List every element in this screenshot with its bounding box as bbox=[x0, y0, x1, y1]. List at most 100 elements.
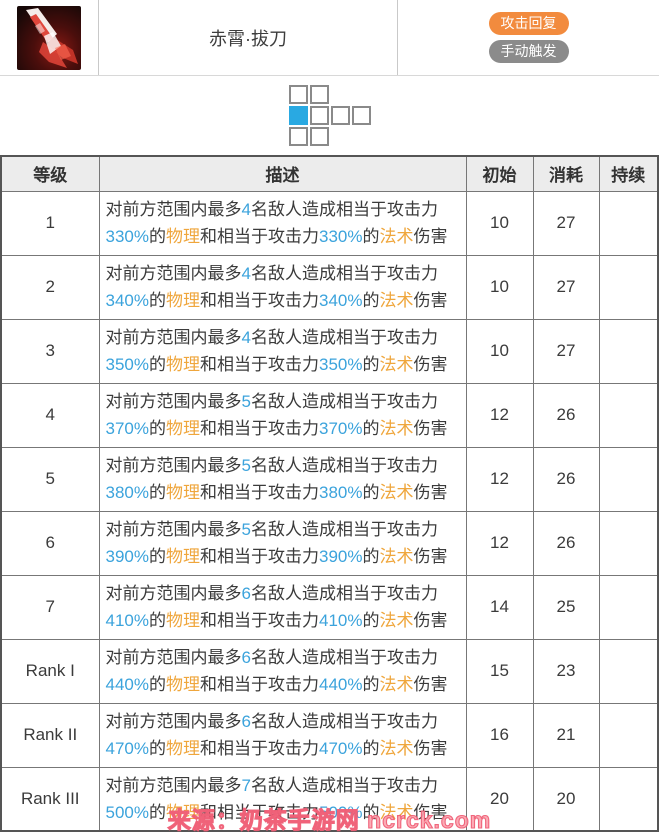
enemy-count-value: 5 bbox=[241, 520, 251, 539]
enemy-count-value: 4 bbox=[241, 264, 251, 283]
arts-percent-value: 470% bbox=[318, 739, 363, 758]
duration-cell bbox=[598, 254, 659, 320]
initial-sp-cell: 16 bbox=[465, 702, 534, 768]
arts-damage-label: 法术 bbox=[379, 547, 414, 566]
arts-percent-value: 340% bbox=[318, 291, 363, 310]
description-line-2: 340%的物理和相当于攻击力340%的法术伤害 bbox=[105, 291, 448, 310]
duration-cell bbox=[598, 318, 659, 384]
skill-badges: 攻击回复 手动触发 bbox=[398, 0, 659, 75]
physical-percent-value: 500% bbox=[105, 802, 149, 822]
physical-percent-value: 350% bbox=[105, 355, 149, 374]
duration-cell bbox=[598, 702, 659, 768]
description-line-1: 对前方范围内最多6名敌人造成相当于攻击力 bbox=[105, 712, 438, 731]
initial-sp-cell: 10 bbox=[465, 318, 534, 384]
enemy-count-value: 5 bbox=[241, 392, 251, 411]
range-tile-cell bbox=[309, 106, 329, 125]
physical-percent-value: 380% bbox=[105, 483, 149, 502]
level-cell: 3 bbox=[0, 318, 100, 384]
range-tile-cell bbox=[330, 106, 350, 125]
description-line-2: 380%的物理和相当于攻击力380%的法术伤害 bbox=[105, 483, 448, 502]
duration-cell bbox=[598, 382, 659, 448]
physical-damage-label: 物理 bbox=[165, 483, 200, 502]
arts-damage-label: 法术 bbox=[379, 802, 414, 822]
sp-cost-cell: 26 bbox=[532, 510, 600, 576]
duration-cell bbox=[598, 766, 659, 832]
description-line-1: 对前方范围内最多4名敌人造成相当于攻击力 bbox=[105, 264, 438, 283]
physical-percent-value: 470% bbox=[105, 739, 149, 758]
duration-cell bbox=[598, 574, 659, 640]
column-header-duration: 持续 bbox=[598, 155, 659, 192]
description-line-2: 370%的物理和相当于攻击力370%的法术伤害 bbox=[105, 419, 448, 438]
table-row: Rank I 对前方范围内最多6名敌人造成相当于攻击力 440%的物理和相当于攻… bbox=[0, 638, 659, 704]
level-cell: 2 bbox=[0, 254, 100, 320]
physical-percent-value: 410% bbox=[105, 611, 149, 630]
initial-sp-cell: 12 bbox=[465, 446, 534, 512]
description-line-1: 对前方范围内最多6名敌人造成相当于攻击力 bbox=[105, 584, 438, 603]
table-row: 7 对前方范围内最多6名敌人造成相当于攻击力 410%的物理和相当于攻击力410… bbox=[0, 574, 659, 640]
enemy-count-value: 7 bbox=[241, 775, 251, 795]
description-line-2: 390%的物理和相当于攻击力390%的法术伤害 bbox=[105, 547, 448, 566]
initial-sp-cell: 12 bbox=[465, 510, 534, 576]
description-line-2: 330%的物理和相当于攻击力330%的法术伤害 bbox=[105, 227, 448, 246]
range-grid bbox=[288, 85, 371, 146]
arts-damage-label: 法术 bbox=[379, 419, 414, 438]
physical-damage-label: 物理 bbox=[165, 355, 200, 374]
sp-cost-cell: 20 bbox=[532, 766, 600, 832]
enemy-count-value: 6 bbox=[241, 712, 251, 731]
sp-cost-cell: 27 bbox=[532, 190, 600, 256]
range-tile-cell bbox=[309, 85, 329, 104]
arts-percent-value: 380% bbox=[318, 483, 363, 502]
description-cell: 对前方范围内最多4名敌人造成相当于攻击力 340%的物理和相当于攻击力340%的… bbox=[98, 254, 467, 320]
arts-damage-label: 法术 bbox=[379, 355, 414, 374]
description-cell: 对前方范围内最多5名敌人造成相当于攻击力 370%的物理和相当于攻击力370%的… bbox=[98, 382, 467, 448]
sp-cost-cell: 25 bbox=[532, 574, 600, 640]
range-tile-cell bbox=[351, 106, 371, 125]
column-header-desc: 描述 bbox=[98, 155, 467, 192]
table-body: 1 对前方范围内最多4名敌人造成相当于攻击力 330%的物理和相当于攻击力330… bbox=[0, 190, 659, 832]
table-row: 3 对前方范围内最多4名敌人造成相当于攻击力 350%的物理和相当于攻击力350… bbox=[0, 318, 659, 384]
skill-icon-cell bbox=[0, 0, 99, 75]
physical-damage-label: 物理 bbox=[165, 611, 200, 630]
description-line-2: 500%的物理和相当于攻击力500%的法术伤害 bbox=[105, 802, 448, 822]
description-line-1: 对前方范围内最多4名敌人造成相当于攻击力 bbox=[105, 328, 438, 347]
description-cell: 对前方范围内最多6名敌人造成相当于攻击力 440%的物理和相当于攻击力440%的… bbox=[98, 638, 467, 704]
physical-percent-value: 370% bbox=[105, 419, 149, 438]
physical-damage-label: 物理 bbox=[165, 739, 200, 758]
level-cell: Rank III bbox=[0, 766, 100, 832]
physical-percent-value: 330% bbox=[105, 227, 149, 246]
physical-damage-label: 物理 bbox=[165, 419, 200, 438]
arts-percent-value: 370% bbox=[318, 419, 363, 438]
arts-damage-label: 法术 bbox=[379, 611, 414, 630]
initial-sp-cell: 20 bbox=[465, 766, 534, 832]
enemy-count-value: 4 bbox=[241, 200, 251, 219]
description-line-2: 440%的物理和相当于攻击力440%的法术伤害 bbox=[105, 675, 448, 694]
level-cell: 4 bbox=[0, 382, 100, 448]
skill-name-cell: 赤霄·拔刀 bbox=[99, 0, 398, 75]
table-row: Rank III 对前方范围内最多7名敌人造成相当于攻击力 500%的物理和相当… bbox=[0, 766, 659, 832]
column-header-level: 等级 bbox=[0, 155, 100, 192]
table-row: Rank II 对前方范围内最多6名敌人造成相当于攻击力 470%的物理和相当于… bbox=[0, 702, 659, 768]
physical-percent-value: 440% bbox=[105, 675, 149, 694]
arts-percent-value: 390% bbox=[318, 547, 363, 566]
sp-cost-cell: 26 bbox=[532, 446, 600, 512]
table-row: 2 对前方范围内最多4名敌人造成相当于攻击力 340%的物理和相当于攻击力340… bbox=[0, 254, 659, 320]
duration-cell bbox=[598, 190, 659, 256]
description-cell: 对前方范围内最多4名敌人造成相当于攻击力 350%的物理和相当于攻击力350%的… bbox=[98, 318, 467, 384]
description-line-1: 对前方范围内最多4名敌人造成相当于攻击力 bbox=[105, 200, 438, 219]
column-header-cost: 消耗 bbox=[532, 155, 600, 192]
initial-sp-cell: 14 bbox=[465, 574, 534, 640]
duration-cell bbox=[598, 446, 659, 512]
arts-damage-label: 法术 bbox=[379, 227, 414, 246]
arts-percent-value: 330% bbox=[318, 227, 363, 246]
physical-damage-label: 物理 bbox=[165, 675, 200, 694]
initial-sp-cell: 12 bbox=[465, 382, 534, 448]
physical-damage-label: 物理 bbox=[165, 291, 200, 310]
arts-damage-label: 法术 bbox=[379, 291, 414, 310]
arts-percent-value: 410% bbox=[318, 611, 363, 630]
level-cell: 1 bbox=[0, 190, 100, 256]
sp-cost-cell: 27 bbox=[532, 254, 600, 320]
red-blade-skill-icon bbox=[17, 5, 81, 70]
physical-damage-label: 物理 bbox=[165, 227, 200, 246]
arts-percent-value: 350% bbox=[318, 355, 363, 374]
